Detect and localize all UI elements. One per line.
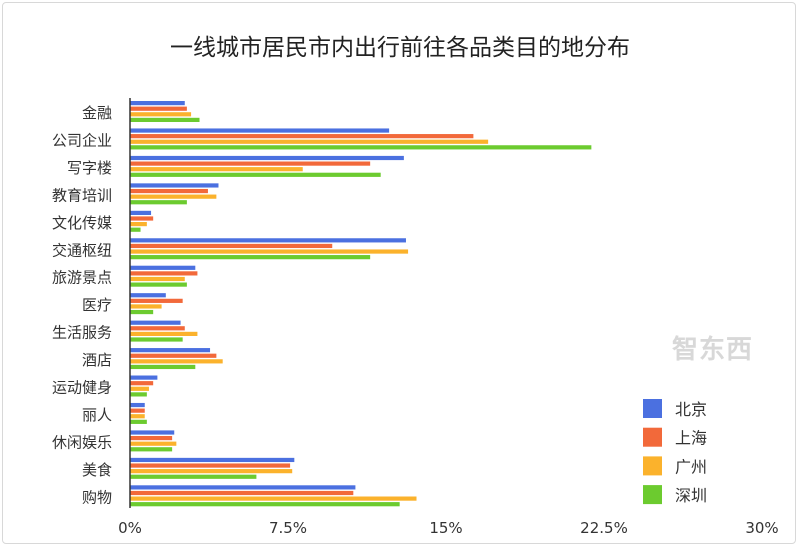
bar-深圳 (130, 502, 400, 507)
bar-深圳 (130, 474, 257, 479)
bar-北京 (130, 402, 145, 408)
bar-北京 (130, 293, 166, 298)
x-tick-label: 30% (745, 519, 778, 537)
bar-深圳 (130, 309, 154, 315)
category-label: 文化传媒 (52, 214, 112, 232)
bar-深圳 (130, 172, 381, 177)
bar-上海 (130, 134, 474, 139)
bar-深圳 (130, 419, 147, 424)
bar-广州 (130, 194, 217, 199)
bar-北京 (130, 210, 152, 215)
bar-上海 (130, 353, 217, 358)
x-tick-label: 15% (429, 519, 462, 537)
category-label: 酒店 (82, 351, 112, 369)
legend-swatch (643, 427, 662, 447)
legend-swatch (643, 399, 662, 418)
legend-label: 北京 (675, 400, 707, 419)
x-tick-label: 22.5% (580, 519, 628, 537)
bar-北京 (130, 183, 219, 188)
bar-上海 (130, 490, 354, 496)
bar-广州 (130, 414, 145, 419)
category-label: 旅游景点 (52, 269, 112, 287)
category-label: 休闲娱乐 (52, 433, 112, 451)
bar-上海 (130, 436, 173, 441)
x-tick-label: 0% (118, 519, 142, 537)
bar-广州 (130, 469, 293, 474)
bar-深圳 (130, 392, 147, 397)
bar-深圳 (130, 255, 371, 260)
bar-广州 (130, 276, 185, 282)
bar-深圳 (130, 337, 183, 342)
bar-上海 (130, 188, 208, 194)
category-label: 公司企业 (52, 131, 112, 149)
bar-深圳 (130, 447, 173, 452)
category-label: 生活服务 (52, 324, 112, 342)
category-label: 购物 (82, 488, 112, 506)
legend-label: 深圳 (675, 486, 707, 505)
bar-北京 (130, 485, 356, 490)
category-label: 教育培训 (52, 186, 112, 204)
bar-上海 (130, 106, 187, 111)
bar-北京 (130, 348, 211, 353)
bar-广州 (130, 304, 162, 309)
bar-广州 (130, 222, 147, 227)
bar-广州 (130, 331, 198, 336)
bar-深圳 (130, 200, 187, 205)
category-label: 金融 (82, 104, 112, 122)
watermark-logo: 智东西 (672, 335, 754, 365)
chart-frame (2, 2, 796, 544)
bar-广州 (130, 139, 489, 144)
bar-深圳 (130, 282, 187, 287)
bar-上海 (130, 243, 333, 249)
bar-北京 (130, 430, 175, 435)
bar-北京 (130, 238, 406, 243)
bar-广州 (130, 386, 149, 391)
bar-上海 (130, 463, 291, 468)
category-label: 丽人 (82, 406, 112, 424)
category-label: 美食 (82, 461, 112, 479)
bar-北京 (130, 320, 181, 325)
category-label: 运动健身 (52, 379, 112, 397)
bar-上海 (130, 271, 198, 276)
category-label: 医疗 (82, 296, 112, 314)
bar-上海 (130, 298, 183, 303)
bar-广州 (130, 441, 177, 446)
legend-swatch (643, 485, 662, 505)
x-tick-label: 7.5% (269, 519, 307, 537)
bar-上海 (130, 408, 145, 413)
legend-label: 上海 (675, 429, 707, 448)
chart-title: 一线城市居民市内出行前往各品类目的地分布 (170, 35, 630, 61)
bar-广州 (130, 249, 409, 254)
bar-广州 (130, 359, 223, 364)
bar-广州 (130, 496, 417, 501)
bar-上海 (130, 161, 371, 166)
bar-北京 (130, 155, 404, 161)
legend-swatch (643, 456, 662, 476)
bar-北京 (130, 101, 185, 106)
bar-北京 (130, 457, 295, 463)
bar-北京 (130, 375, 158, 380)
bar-上海 (130, 216, 154, 221)
bar-上海 (130, 381, 154, 386)
bar-深圳 (130, 145, 592, 150)
bar-深圳 (130, 117, 200, 122)
bar-深圳 (130, 364, 196, 370)
legend-label: 广州 (675, 457, 707, 476)
bar-深圳 (130, 227, 141, 232)
category-label: 写字楼 (67, 159, 112, 177)
bar-广州 (130, 167, 303, 172)
category-label: 交通枢纽 (52, 241, 112, 259)
bar-北京 (130, 265, 196, 270)
bar-上海 (130, 326, 185, 331)
bar-北京 (130, 128, 390, 133)
bar-广州 (130, 112, 192, 117)
